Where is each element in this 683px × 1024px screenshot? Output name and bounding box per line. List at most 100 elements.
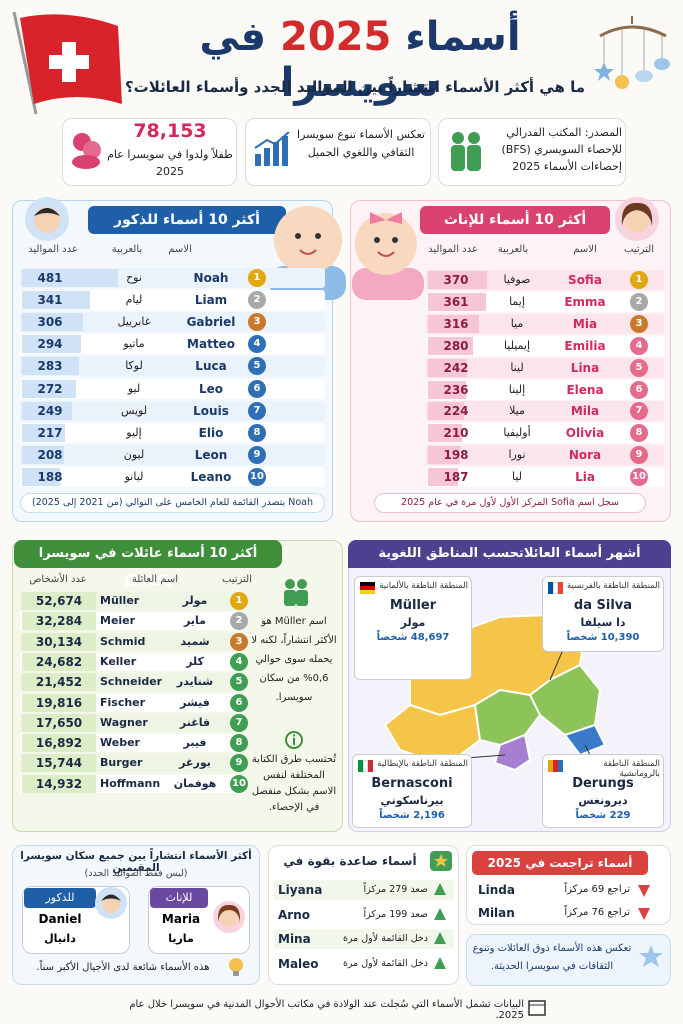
column-header: اسم العائلة — [131, 574, 179, 585]
row-bg — [426, 357, 664, 378]
rank-badge: 5 — [630, 358, 648, 377]
rank-badge: 8 — [630, 424, 648, 443]
info-icon — [285, 731, 303, 749]
arabic-name: لينا — [510, 360, 524, 374]
name: Emilia — [564, 338, 606, 353]
arabic-name: بورغر — [179, 756, 211, 770]
region-count: 229 شخصاً — [575, 810, 631, 821]
row-bg — [426, 423, 664, 444]
change: تراجع 69 مركزاً — [564, 884, 630, 895]
arabic-name: مولر — [182, 594, 208, 607]
name: Elio — [198, 425, 224, 440]
name: Arno — [278, 907, 310, 922]
change: دخل القائمة لأول مرة — [342, 957, 428, 969]
arabic-name: فيبر — [183, 736, 207, 750]
rank-badge: 1 — [630, 271, 648, 289]
count-bar — [22, 379, 77, 398]
count-bar — [22, 269, 119, 287]
column-header: الترتيب — [222, 574, 252, 585]
name: Meier — [100, 614, 136, 628]
rank-badge: 5 — [230, 673, 248, 692]
count: 341 — [37, 293, 63, 308]
male-avatar — [95, 887, 127, 919]
name: Hoffmann — [100, 776, 161, 790]
count: 32,284 — [22, 612, 96, 631]
region-name: Derungs — [572, 776, 634, 791]
count: 21,452 — [22, 673, 96, 692]
arabic-name: ماتيو — [123, 337, 145, 351]
falling-title: أسماء تراجعت في 2025 — [472, 851, 648, 875]
flag-stripe — [358, 760, 363, 772]
rank-badge: 2 — [248, 291, 266, 310]
column-header: الترتيب — [624, 244, 654, 255]
name: Keller — [100, 654, 137, 668]
region-arabic: دا سيلفا — [580, 616, 626, 629]
count-bar — [428, 468, 458, 487]
common-subtitle: (ليس فقط المواليد الجدد) — [84, 868, 188, 879]
count-bar — [428, 336, 473, 355]
female-avatar — [213, 901, 245, 933]
count-bar — [22, 335, 81, 354]
column-header: عدد الأشخاص — [29, 574, 87, 585]
name: Lia — [575, 470, 595, 485]
count-bar — [428, 402, 464, 421]
count: 249 — [37, 403, 63, 418]
name: Gabriel — [186, 315, 236, 330]
rank-badge: 4 — [230, 652, 248, 671]
count: 14,932 — [22, 774, 96, 793]
title-text: أسماء — [405, 14, 521, 60]
chart-icon — [254, 132, 290, 166]
boy-avatar — [25, 197, 69, 241]
count: 481 — [37, 271, 63, 285]
title-year: 2025 — [280, 14, 392, 60]
row-bg — [426, 313, 664, 334]
row-bg — [274, 929, 454, 949]
arabic-name: ليانو — [124, 469, 144, 483]
flag-stripe — [548, 760, 553, 772]
flag-stripe — [368, 760, 373, 772]
arabic-name: صوفيا — [503, 273, 531, 286]
name: Maleo — [278, 956, 319, 971]
girls-note: سجل اسم Sofia المركز الأول لأول مرة في ع… — [374, 493, 646, 513]
count: 272 — [37, 381, 63, 396]
count: 198 — [443, 448, 469, 463]
name: Matteo — [187, 337, 235, 352]
arabic-name: غابرييل — [117, 315, 151, 329]
rank-badge: 7 — [230, 713, 248, 732]
region-name: da Silva — [573, 598, 633, 613]
count: 224 — [443, 404, 469, 419]
rank-badge: 9 — [230, 754, 248, 773]
change: دخل القائمة لأول مرة — [342, 933, 428, 944]
rank-badge: 7 — [630, 402, 648, 421]
rank-badge: 2 — [230, 612, 248, 631]
rank-badge: 6 — [230, 693, 248, 712]
change: صعد 279 مركزاً — [363, 884, 428, 895]
bulb-icon — [229, 958, 243, 976]
name: Louis — [193, 403, 229, 418]
arabic-name: ميا — [510, 316, 524, 330]
count: 294 — [37, 337, 63, 352]
count: 370 — [443, 273, 469, 287]
rank-badge: 1 — [230, 592, 248, 610]
title-text: في سويسرا — [199, 14, 440, 106]
count: 187 — [443, 470, 469, 485]
row-bg — [426, 467, 664, 488]
region-arabic: مولر — [400, 616, 426, 629]
name: Nora — [568, 448, 602, 463]
rank-badge: 10 — [630, 468, 648, 487]
count: 188 — [37, 469, 63, 484]
flag-stripe — [553, 582, 558, 594]
count-bar — [428, 292, 486, 311]
babies-illustration — [270, 206, 424, 300]
source-text: المصدر: المكتب الفدرالي للإحصاء السويسري… — [501, 126, 623, 173]
families-note: تُحتسب طرق الكتابة المختلفة لنفس الاسم ب… — [251, 754, 337, 813]
count-bar — [428, 380, 466, 399]
rank-badge: 4 — [248, 335, 266, 354]
arabic-name: هوفمان — [173, 776, 217, 790]
flag-stripe — [548, 582, 553, 594]
flag-stripe — [360, 582, 375, 586]
arabic-name: ميلا — [509, 404, 525, 418]
down-arrow — [638, 885, 650, 897]
count: 30,134 — [22, 632, 96, 651]
arabic-name: إلينا — [508, 382, 526, 396]
